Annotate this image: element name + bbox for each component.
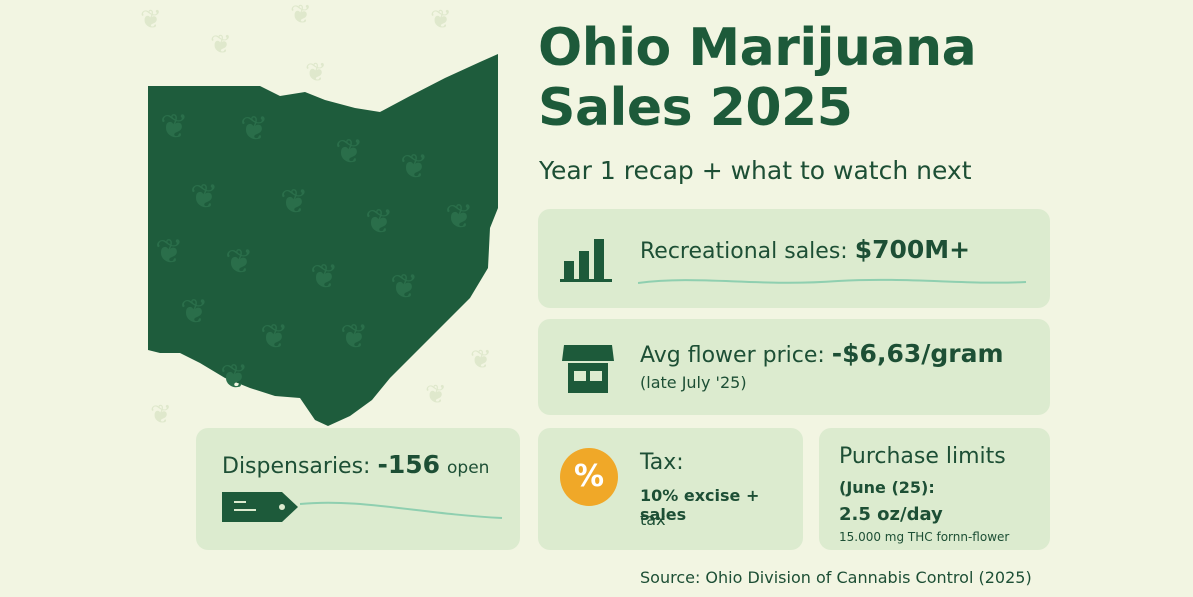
cannabis-leaf-icon: ❦: [140, 5, 162, 35]
price-value: -$6,63/gram: [831, 339, 1004, 368]
svg-text:❦: ❦: [240, 109, 269, 149]
svg-text:❦: ❦: [220, 357, 249, 397]
limits-thc: 15.000 mg THC fornn-flower: [839, 530, 1010, 544]
sales-card: Recreational sales: $700M+: [538, 209, 1050, 308]
svg-text:❦: ❦: [340, 317, 369, 357]
sales-stat: Recreational sales: $700M+: [640, 235, 970, 264]
storefront-icon: [562, 345, 614, 393]
svg-text:❦: ❦: [400, 147, 429, 187]
sales-label: Recreational sales:: [640, 239, 848, 264]
bar-chart-icon: [560, 239, 612, 282]
dispensaries-label: Dispensaries:: [222, 454, 371, 479]
svg-text:❦: ❦: [390, 267, 419, 307]
cannabis-leaf-icon: ❦: [305, 58, 327, 88]
price-stat: Avg flower price: -$6,63/gram: [640, 339, 1004, 368]
svg-text:❦: ❦: [365, 202, 394, 242]
dispensaries-stat: Dispensaries: -156 open: [222, 450, 489, 479]
svg-text:❦: ❦: [280, 182, 309, 222]
svg-text:❦: ❦: [445, 197, 474, 237]
source-citation: Source: Ohio Division of Cannabis Contro…: [640, 568, 1032, 587]
price-note: (late July '25): [640, 373, 747, 392]
tax-card: % Tax: 10% excise + sales tax: [538, 428, 803, 550]
title-line-2: Sales 2025: [538, 78, 853, 138]
tax-detail-line-1: 10% excise + sales: [640, 486, 760, 524]
cannabis-leaf-icon: ❦: [425, 380, 447, 410]
svg-text:❦: ❦: [260, 317, 289, 357]
percent-icon: %: [560, 448, 618, 506]
cannabis-leaf-icon: ❦: [160, 107, 189, 147]
page-subtitle: Year 1 recap + what to watch next: [539, 156, 972, 185]
dispensaries-value: -156: [377, 450, 441, 479]
svg-text:❦: ❦: [310, 257, 339, 297]
limits-date: (June (25):: [839, 478, 935, 497]
title-line-1: Ohio Marijuana: [538, 18, 977, 78]
decorative-wave: [638, 278, 1027, 284]
cannabis-leaf-icon: ❦: [430, 5, 452, 35]
cannabis-leaf-icon: ❦: [290, 0, 312, 30]
dispensaries-unit: open: [447, 458, 490, 478]
svg-text:❦: ❦: [335, 132, 364, 172]
cannabis-leaf-icon: ❦: [150, 400, 172, 430]
price-tag-icon: [222, 492, 503, 522]
cannabis-leaf-icon: ❦: [470, 345, 492, 375]
tax-detail-line-2: tax: [640, 510, 666, 529]
cannabis-leaf-icon: ❦: [210, 30, 232, 60]
ohio-map: ❦ ❦ ❦ ❦ ❦ ❦ ❦ ❦ ❦ ❦ ❦ ❦ ❦ ❦ ❦ ❦: [148, 54, 498, 426]
purchase-limits-card: Purchase limits (June (25): 2.5 oz/day 1…: [819, 428, 1050, 550]
svg-text:❦: ❦: [180, 292, 209, 332]
limits-amount: 2.5 oz/day: [839, 504, 943, 525]
price-card: Avg flower price: -$6,63/gram (late July…: [538, 319, 1050, 415]
dispensaries-card: Dispensaries: -156 open: [196, 428, 520, 550]
svg-text:❦: ❦: [225, 242, 254, 282]
svg-text:❦: ❦: [155, 232, 184, 272]
svg-text:❦: ❦: [190, 177, 219, 217]
limits-label: Purchase limits: [839, 444, 1006, 469]
tax-label: Tax:: [640, 450, 684, 475]
price-label: Avg flower price:: [640, 343, 832, 368]
page-title: Ohio Marijuana Sales 2025: [538, 18, 1138, 138]
sales-value: $700M+: [854, 235, 971, 264]
